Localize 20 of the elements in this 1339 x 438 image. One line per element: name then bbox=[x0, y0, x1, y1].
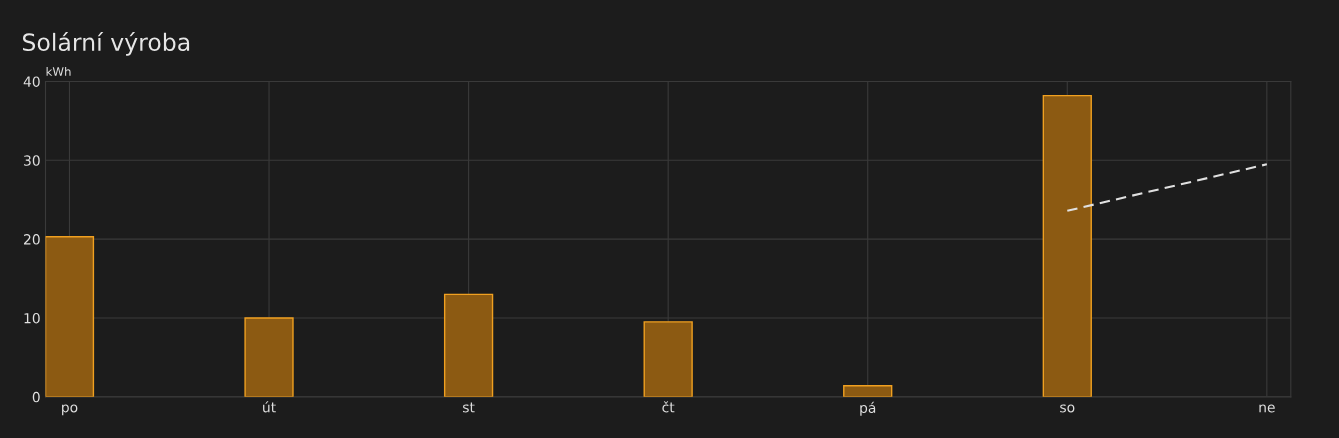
chart-title: Solární výroba bbox=[22, 31, 190, 56]
x-tick-label: ne bbox=[1259, 404, 1275, 413]
x-tick-label: út bbox=[263, 401, 276, 413]
x-tick-label: st bbox=[463, 402, 475, 413]
y-tick-label: 20 bbox=[24, 234, 40, 245]
bar bbox=[244, 317, 294, 397]
y-axis-title: kWh bbox=[46, 66, 71, 76]
bar bbox=[45, 236, 95, 397]
x-tick-label: po bbox=[62, 404, 78, 416]
y-tick-label: 30 bbox=[24, 155, 40, 166]
bar bbox=[843, 385, 893, 397]
bar bbox=[443, 293, 494, 397]
y-tick-label: 40 bbox=[23, 76, 40, 87]
x-tick-label: so bbox=[1060, 404, 1075, 413]
y-tick-label: 0 bbox=[32, 391, 40, 403]
x-tick-label: pá bbox=[860, 401, 876, 416]
bar bbox=[1042, 94, 1092, 397]
bar bbox=[643, 321, 693, 397]
y-tick-label: 10 bbox=[24, 312, 40, 324]
x-tick-label: čt bbox=[662, 401, 675, 413]
